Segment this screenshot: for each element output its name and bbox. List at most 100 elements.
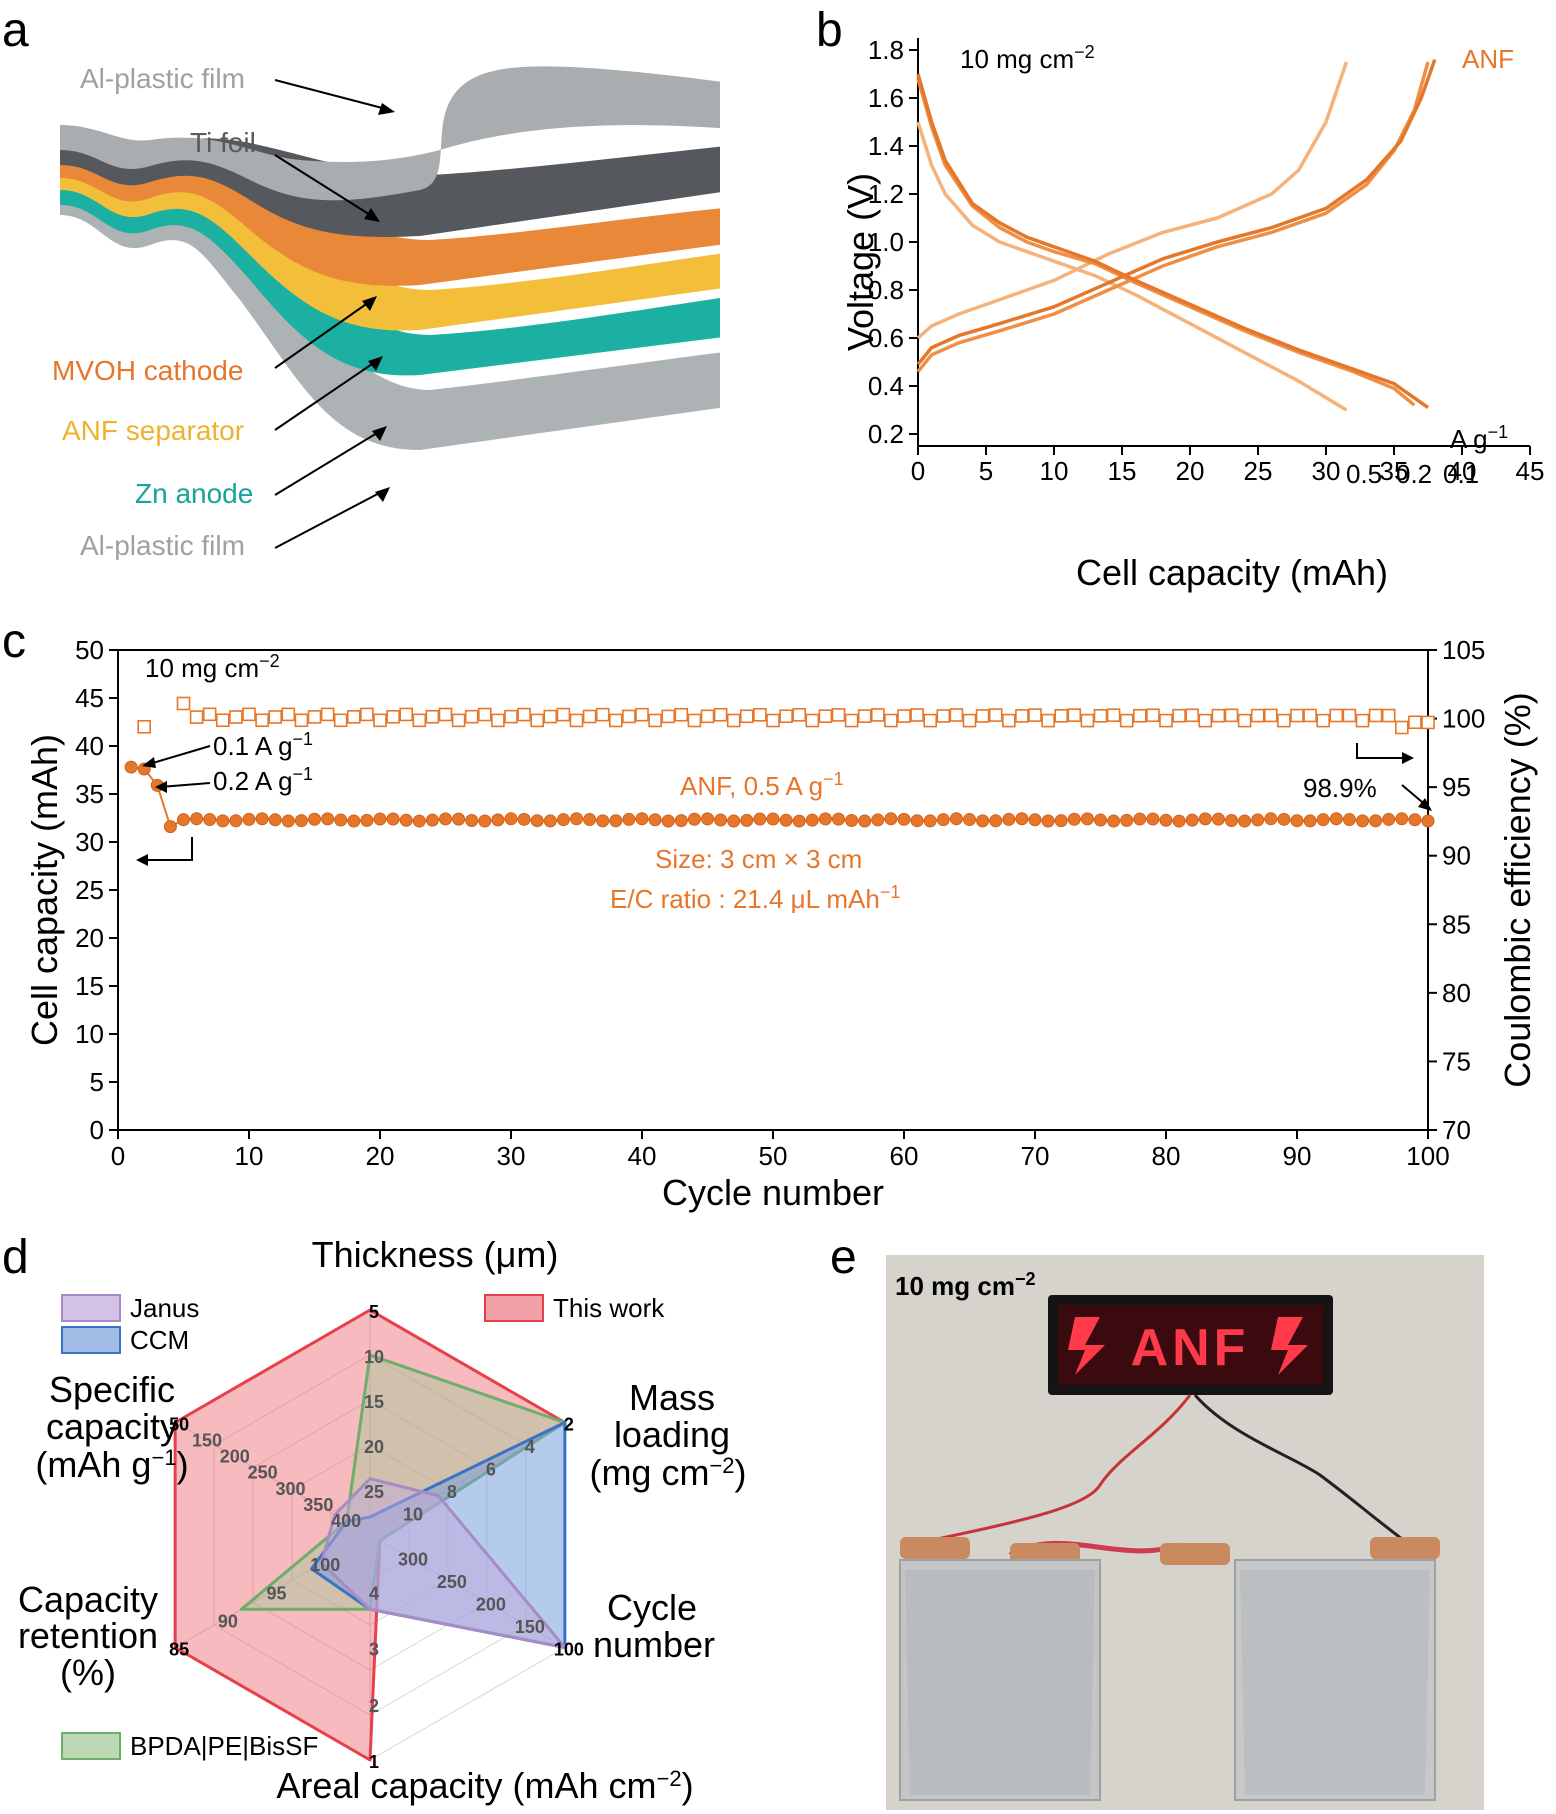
c-capacity-point: [1146, 812, 1160, 826]
b-y-tick-label: 0.6: [868, 323, 904, 353]
c-ce-point: [477, 707, 492, 722]
d-title-ret-2: retention: [18, 1615, 158, 1656]
panel-letter-a: a: [2, 4, 29, 57]
d-title-cycle-1: Cycle: [607, 1587, 697, 1628]
c-capacity-point: [923, 814, 937, 828]
d-axis-tick-label: 50: [169, 1415, 189, 1435]
c-capacity-point: [766, 812, 780, 826]
c-capacity-point: [321, 812, 335, 826]
panel-c-chart: c Cell capacity (mAh) Coulombic efficien…: [2, 615, 1538, 1213]
c-capacity-point: [609, 814, 623, 828]
c-capacity-point: [399, 813, 413, 827]
layer-al-bottom: [60, 190, 720, 450]
d-axis-tick-label: 8: [447, 1482, 457, 1502]
c-ce-point: [726, 713, 741, 728]
c-ce-point: [1106, 708, 1121, 723]
led-text: ANF: [1131, 1319, 1250, 1377]
c-ce-point: [333, 713, 348, 728]
c-ce-point: [1381, 708, 1396, 723]
b-plot-area: 0 5 10 15 20 25 30 35 40 45 0.2 0.4 0.6 0.8 1.0 1.2 1.4 1…: [868, 35, 1545, 486]
c-ce-point: [451, 713, 466, 728]
c-capacity-point: [452, 812, 466, 826]
c-capacity-point: [347, 814, 361, 828]
c-ce-point: [1329, 708, 1344, 723]
d-axis-tick-label: 10: [364, 1347, 384, 1367]
b-x-tick-label: 0: [911, 456, 925, 486]
d-title-spec-1: Specific: [49, 1369, 175, 1410]
c-capacity-point: [1342, 813, 1356, 827]
c-capacity-point: [936, 813, 950, 827]
c-capacity-point: [255, 812, 269, 826]
c-ce-point: [923, 713, 938, 728]
legend-swatch-janus: [61, 1294, 121, 1322]
arrow-ti-foil: [274, 154, 376, 219]
c-capacity-point: [268, 813, 282, 827]
d-axis-tick-label: 95: [267, 1583, 287, 1603]
d-axis-tick-label: 200: [220, 1447, 250, 1467]
c-capacity-point: [425, 813, 439, 827]
c-ce-point: [1159, 713, 1173, 728]
d-title-cycle-2: number: [593, 1624, 715, 1665]
c-capacity-point: [963, 813, 976, 827]
b-x-tick-label: 45: [1516, 456, 1545, 486]
clip-1: [900, 1537, 970, 1559]
c-ann-ec: E/C ratio : 21.4 μL mAh−1: [610, 882, 900, 914]
c-ce-point: [792, 708, 807, 722]
clip-4: [1370, 1537, 1440, 1559]
c-capacity-point: [1198, 812, 1212, 826]
c-capacity-point: [1015, 812, 1029, 826]
d-title-thickness: Thickness (μm): [312, 1234, 559, 1275]
c-capacity-point: [1172, 814, 1186, 828]
d-axis-tick-label: 150: [515, 1617, 545, 1637]
c-ce-point: [189, 710, 204, 724]
legend-label-ccm: CCM: [130, 1325, 189, 1355]
e-ann-loading: 10 mg cm−2: [895, 1269, 1035, 1301]
d-title-spec-3: (mAh g−1): [35, 1444, 188, 1485]
c-capacity-point: [1133, 812, 1147, 826]
c-capacity-point: [1002, 812, 1016, 826]
c-x-tick-label: 90: [1283, 1141, 1312, 1171]
c-capacity-point: [570, 812, 583, 826]
c-ce-point: [608, 713, 623, 728]
c-capacity-point: [1290, 814, 1304, 828]
c-ce-point: [425, 709, 440, 724]
c-capacity-point: [308, 812, 321, 826]
c-capacity-point: [294, 814, 308, 828]
c-capacity-point: [190, 812, 204, 826]
c-ce-point: [1185, 708, 1199, 723]
d-axis-tick-label: 300: [275, 1479, 305, 1499]
d-axis-tick-label: 6: [486, 1460, 496, 1480]
d-axis-titles: Thickness (μm) Mass loading (mg cm−2) Cy…: [18, 1234, 747, 1806]
c-capacity-point: [1080, 812, 1094, 826]
c-y2-tick-label: 90: [1442, 841, 1471, 871]
d-axis-tick-label: 250: [437, 1572, 467, 1592]
c-capacity-point: [1185, 813, 1199, 827]
d-title-mass-2: loading: [614, 1414, 730, 1455]
c-ce-point: [491, 713, 505, 728]
c-x-tick-label: 10: [235, 1141, 264, 1171]
c-ce-point: [373, 713, 387, 728]
d-axis-tick-label: 85: [169, 1640, 189, 1660]
c-capacity-point: [805, 813, 819, 827]
c-capacity-point: [177, 813, 190, 827]
label-al-plastic-film-top: Al-plastic film: [80, 63, 245, 94]
c-capacity-point: [216, 814, 230, 828]
c-y2-tick-label: 70: [1442, 1115, 1471, 1145]
c-capacity-point: [648, 813, 662, 827]
c-capacity-point: [1067, 812, 1081, 826]
c-capacity-point: [281, 814, 295, 828]
b-y-tick-label: 1.0: [868, 227, 904, 257]
c-x-tick-label: 20: [366, 1141, 395, 1171]
c-ce-point: [1368, 708, 1383, 723]
c-capacity-point: [543, 814, 557, 828]
c-capacity-point: [1382, 812, 1396, 826]
d-axis-tick-label: 1: [369, 1752, 379, 1772]
c-ce-point: [1316, 713, 1330, 728]
c-capacity-point: [1356, 814, 1369, 828]
c-ce-point: [320, 707, 335, 722]
c-ce-point: [884, 713, 898, 728]
c-ce-point: [1015, 709, 1029, 723]
c-capacity-point: [1159, 813, 1173, 827]
c-ce-point: [543, 709, 558, 724]
c-ce-point: [1054, 709, 1068, 723]
